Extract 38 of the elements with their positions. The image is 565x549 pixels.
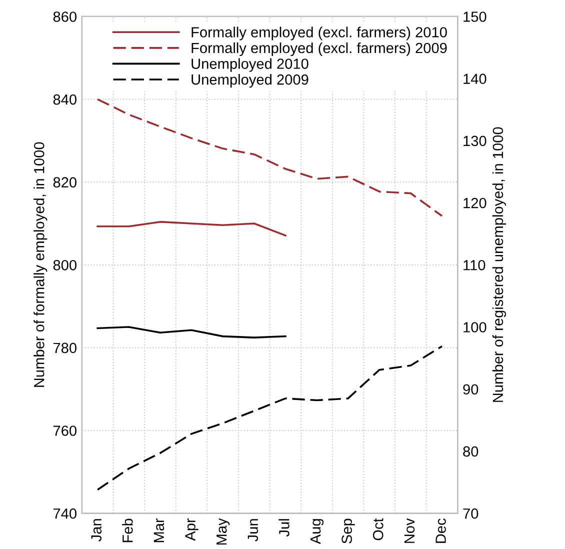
legend-label: Unemployed 2010 (192, 58, 308, 72)
x-tick-label: Jan (91, 519, 102, 542)
x-tick-label: Sep (342, 518, 355, 544)
y2-tick-label: 90 (463, 384, 478, 395)
y2-tick-label: 130 (464, 136, 486, 146)
x-tick-label: Oct (372, 518, 384, 540)
legend-label: Unemployed 2009 (192, 74, 308, 88)
x-tick-label: Aug (310, 519, 324, 544)
y2-tick-label: 120 (464, 198, 486, 208)
y-tick-label: 820 (53, 177, 76, 188)
x-tick-label: Jun (248, 519, 258, 542)
y-tick-label: 840 (53, 94, 76, 105)
y2-axis-title: Number of registered unemployed, in 1000 (492, 127, 506, 402)
y2-tick-label: 150 (464, 12, 486, 22)
y-tick-label: 780 (53, 342, 76, 354)
legend-label: Formally employed (excl. farmers) 2010 (192, 26, 447, 40)
x-tick-label: Nov (404, 518, 415, 543)
y-tick-label: 800 (53, 260, 76, 270)
y-axis-title: Number of formally employed, in 1000 (34, 142, 48, 387)
y2-tick-label: 70 (463, 508, 478, 519)
x-tick-label: Feb (122, 518, 133, 542)
x-tick-label: Apr (185, 518, 198, 541)
x-tick-label: Mar (154, 518, 164, 542)
x-tick-label: May (216, 518, 230, 545)
y-tick-label: 860 (53, 12, 76, 22)
y-tick-label: 760 (53, 426, 76, 436)
y2-tick-label: 100 (464, 322, 486, 332)
line-series (96, 220, 286, 236)
x-tick-label: Jul (278, 519, 290, 537)
line-series (96, 98, 443, 217)
line-series (96, 345, 443, 491)
y-tick-label: 740 (53, 508, 76, 519)
x-tick-label: Dec (436, 518, 446, 543)
y2-tick-label: 140 (464, 74, 486, 84)
legend-label: Formally employed (excl. farmers) 2009 (192, 42, 447, 56)
y2-tick-label: 80 (463, 446, 478, 457)
line-series (96, 326, 286, 338)
y2-tick-label: 110 (464, 260, 486, 270)
